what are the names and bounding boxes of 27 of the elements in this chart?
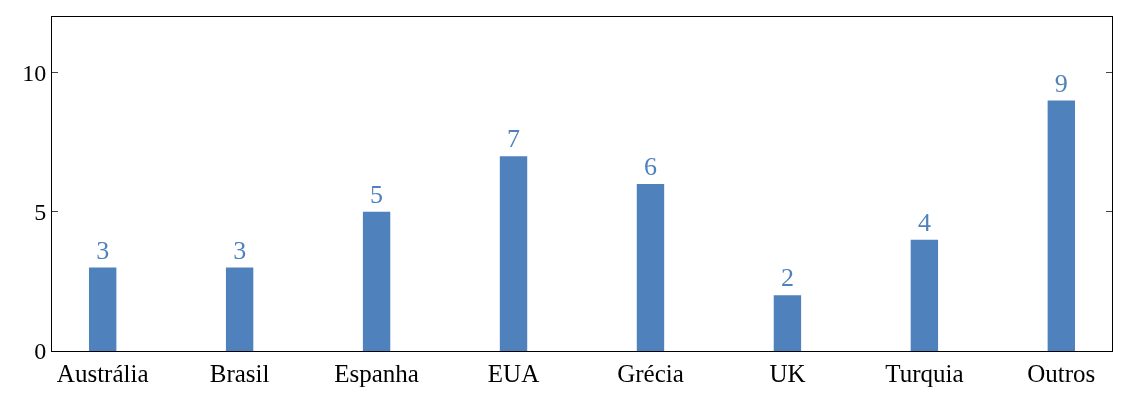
x-tick-label: EUA [487,360,540,387]
bar [88,267,117,351]
y-tick-label: 0 [34,338,47,365]
x-tick-label: Espanha [334,360,419,387]
data-label: 6 [643,152,657,181]
x-tick-label: Turquia [885,360,964,387]
bar [225,267,254,351]
bar [636,184,665,351]
bar [773,295,802,351]
data-label: 7 [507,124,521,154]
data-label: 5 [370,179,384,209]
x-tick-label: UK [769,360,806,387]
y-tick-label: 10 [22,60,47,87]
bar [910,239,939,351]
x-tick-label: Brasil [209,360,270,387]
bar [1047,100,1076,351]
data-label: 2 [780,263,794,293]
data-label: 4 [917,207,931,237]
x-tick-label: Grécia [617,360,684,387]
x-tick-label: Outros [1027,360,1096,387]
data-label: 9 [1054,68,1068,98]
bar [362,211,391,351]
y-tick-label: 5 [34,199,47,226]
x-tick-label: Austrália [56,360,149,387]
bar [499,156,528,351]
data-label: 3 [96,235,110,265]
data-label: 3 [233,235,247,265]
